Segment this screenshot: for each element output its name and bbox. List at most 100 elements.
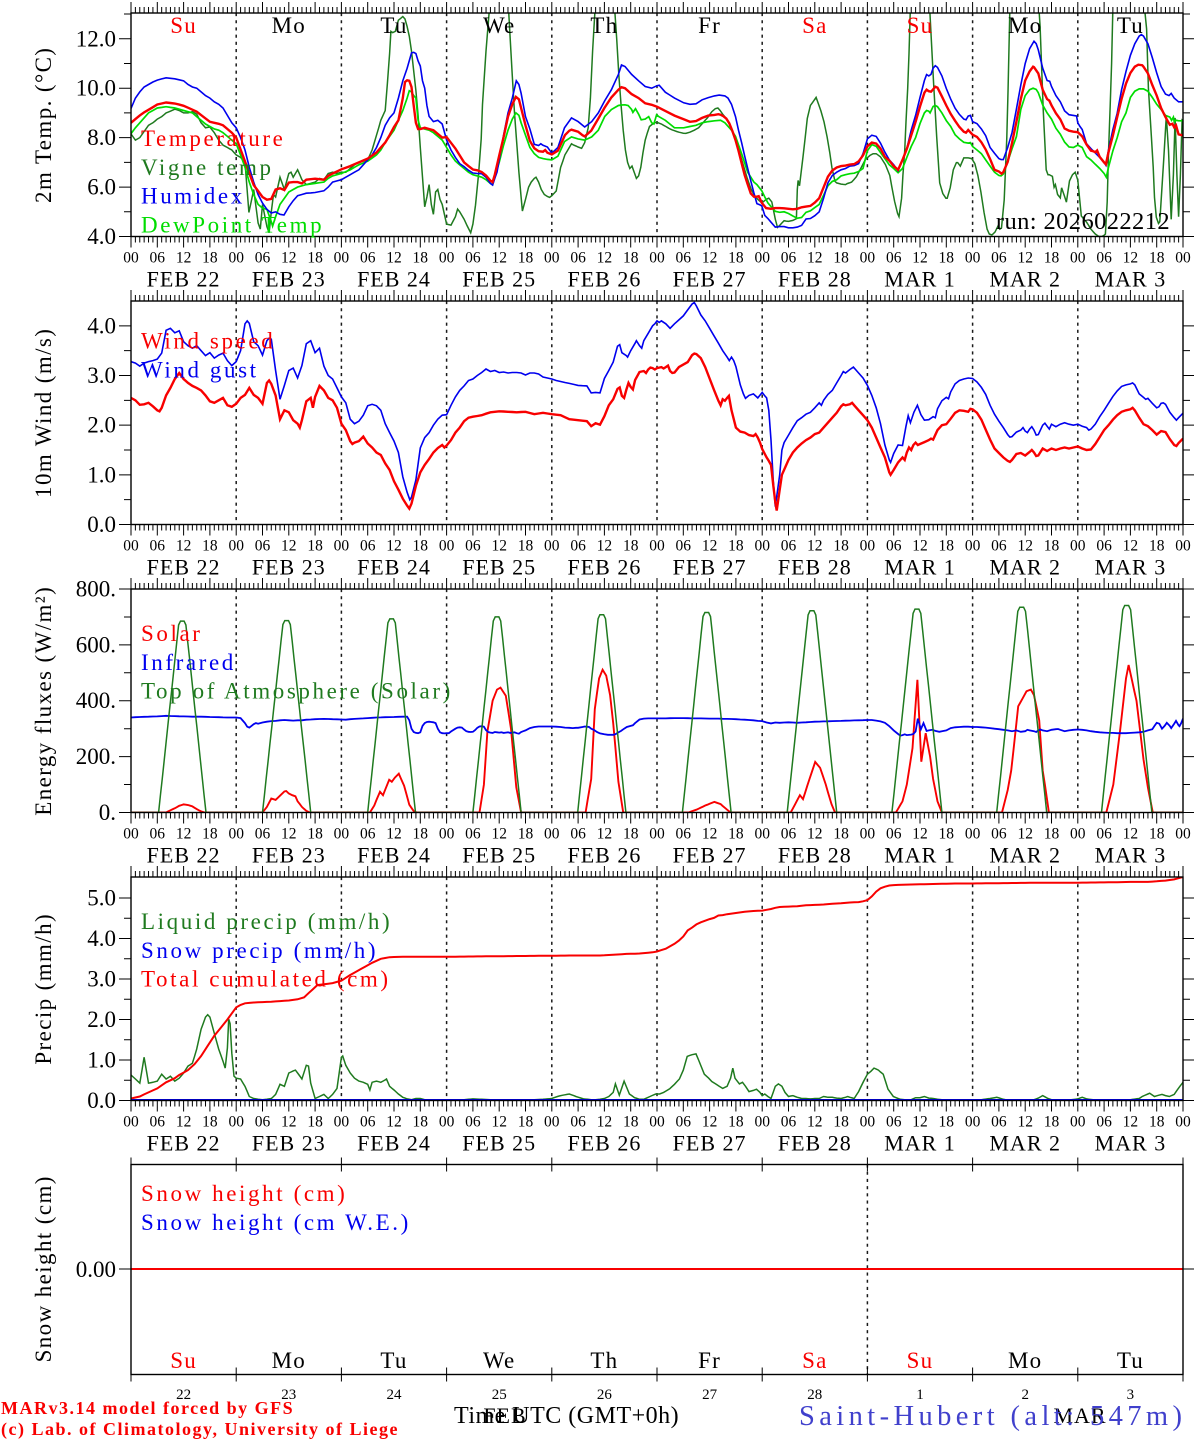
svg-text:00: 00	[1175, 1114, 1191, 1131]
svg-text:00: 00	[754, 538, 770, 555]
svg-text:1: 1	[916, 1387, 924, 1403]
svg-text:FEB 25: FEB 25	[462, 555, 536, 580]
svg-text:12: 12	[912, 538, 928, 555]
svg-text:06: 06	[465, 538, 481, 555]
svg-text:12: 12	[807, 538, 823, 555]
svg-text:2.0: 2.0	[87, 413, 116, 438]
svg-text:00: 00	[1175, 826, 1191, 843]
svg-text:00: 00	[228, 250, 244, 267]
svg-text:Wind gust: Wind gust	[141, 357, 259, 382]
svg-text:FEB 27: FEB 27	[673, 843, 747, 868]
svg-text:12: 12	[281, 250, 297, 267]
svg-text:00: 00	[439, 826, 455, 843]
svg-text:Liquid precip (mm/h): Liquid precip (mm/h)	[141, 909, 392, 934]
svg-text:18: 18	[518, 1114, 534, 1131]
svg-text:Su: Su	[170, 1348, 197, 1373]
svg-text:10m Wind (m/s): 10m Wind (m/s)	[31, 328, 56, 498]
svg-text:12: 12	[281, 1114, 297, 1131]
svg-text:FEB 27: FEB 27	[673, 555, 747, 580]
svg-text:18: 18	[413, 1114, 429, 1131]
svg-text:06: 06	[150, 538, 166, 555]
svg-text:18: 18	[413, 538, 429, 555]
svg-text:8.0: 8.0	[87, 125, 116, 150]
svg-text:06: 06	[570, 1114, 586, 1131]
svg-text:Mo: Mo	[272, 1348, 306, 1373]
svg-text:Tu: Tu	[1117, 1348, 1144, 1373]
svg-text:We: We	[483, 1348, 515, 1373]
svg-text:00: 00	[334, 250, 350, 267]
svg-text:12: 12	[807, 250, 823, 267]
svg-text:18: 18	[413, 250, 429, 267]
svg-text:FEB 22: FEB 22	[147, 1131, 221, 1156]
svg-text:12: 12	[912, 1114, 928, 1131]
svg-text:12: 12	[176, 538, 192, 555]
svg-text:1.0: 1.0	[87, 1048, 116, 1073]
svg-text:06: 06	[1096, 1114, 1112, 1131]
svg-text:00: 00	[228, 1114, 244, 1131]
svg-text:27: 27	[702, 1387, 718, 1403]
svg-text:12: 12	[1123, 250, 1139, 267]
svg-text:18: 18	[518, 826, 534, 843]
svg-text:18: 18	[1044, 1114, 1060, 1131]
svg-text:18: 18	[307, 1114, 323, 1131]
svg-text:0.0: 0.0	[87, 512, 116, 537]
svg-text:22: 22	[176, 1387, 191, 1403]
svg-text:0.0: 0.0	[87, 1088, 116, 1113]
svg-text:Th: Th	[590, 13, 618, 38]
svg-text:2.0: 2.0	[87, 1007, 116, 1032]
svg-text:18: 18	[939, 538, 955, 555]
svg-text:18: 18	[518, 538, 534, 555]
svg-text:18: 18	[939, 826, 955, 843]
svg-text:18: 18	[728, 250, 744, 267]
svg-text:18: 18	[202, 250, 218, 267]
svg-text:18: 18	[202, 826, 218, 843]
svg-text:12: 12	[176, 826, 192, 843]
svg-text:Mo: Mo	[1008, 1348, 1042, 1373]
svg-text:00: 00	[1070, 538, 1086, 555]
svg-text:12: 12	[281, 826, 297, 843]
svg-text:06: 06	[991, 538, 1007, 555]
svg-text:FEB 26: FEB 26	[567, 267, 641, 292]
svg-text:2m Temp. (°C): 2m Temp. (°C)	[31, 47, 56, 203]
svg-text:3: 3	[1127, 1387, 1135, 1403]
svg-text:00: 00	[334, 1114, 350, 1131]
svg-text:12: 12	[807, 826, 823, 843]
svg-text:Vigne temp: Vigne temp	[141, 155, 274, 180]
svg-text:00: 00	[754, 1114, 770, 1131]
svg-text:06: 06	[676, 250, 692, 267]
svg-text:18: 18	[623, 538, 639, 555]
svg-text:4.0: 4.0	[87, 224, 116, 249]
svg-text:23: 23	[281, 1387, 296, 1403]
svg-text:00: 00	[649, 826, 665, 843]
svg-text:06: 06	[1096, 250, 1112, 267]
svg-text:12: 12	[702, 1114, 718, 1131]
svg-text:06: 06	[991, 250, 1007, 267]
svg-text:FEB 27: FEB 27	[673, 267, 747, 292]
svg-text:00: 00	[1070, 250, 1086, 267]
svg-text:FEB 22: FEB 22	[147, 843, 221, 868]
svg-text:10.0: 10.0	[76, 76, 116, 101]
svg-text:28: 28	[807, 1387, 822, 1403]
svg-text:MAR: MAR	[1053, 1403, 1106, 1428]
svg-text:12: 12	[386, 1114, 402, 1131]
svg-text:00: 00	[123, 538, 139, 555]
svg-text:00: 00	[228, 826, 244, 843]
svg-text:FEB 26: FEB 26	[567, 843, 641, 868]
svg-text:18: 18	[623, 826, 639, 843]
svg-text:FEB 24: FEB 24	[357, 843, 431, 868]
svg-text:06: 06	[886, 1114, 902, 1131]
svg-text:FEB 26: FEB 26	[567, 555, 641, 580]
svg-text:06: 06	[676, 538, 692, 555]
svg-text:FEB 26: FEB 26	[567, 1131, 641, 1156]
svg-text:FEB 28: FEB 28	[778, 267, 852, 292]
svg-text:00: 00	[334, 826, 350, 843]
svg-text:06: 06	[1096, 826, 1112, 843]
svg-text:Saint-Hubert (alt: 547m): Saint-Hubert (alt: 547m)	[799, 1401, 1186, 1432]
svg-text:12: 12	[281, 538, 297, 555]
svg-text:12: 12	[1017, 538, 1033, 555]
svg-text:MAR 1: MAR 1	[884, 843, 956, 868]
svg-text:MAR 2: MAR 2	[989, 555, 1061, 580]
svg-text:Fr: Fr	[698, 1348, 721, 1373]
svg-text:Snow height (cm): Snow height (cm)	[141, 1181, 347, 1206]
svg-text:DewPoint Temp: DewPoint Temp	[141, 212, 324, 237]
